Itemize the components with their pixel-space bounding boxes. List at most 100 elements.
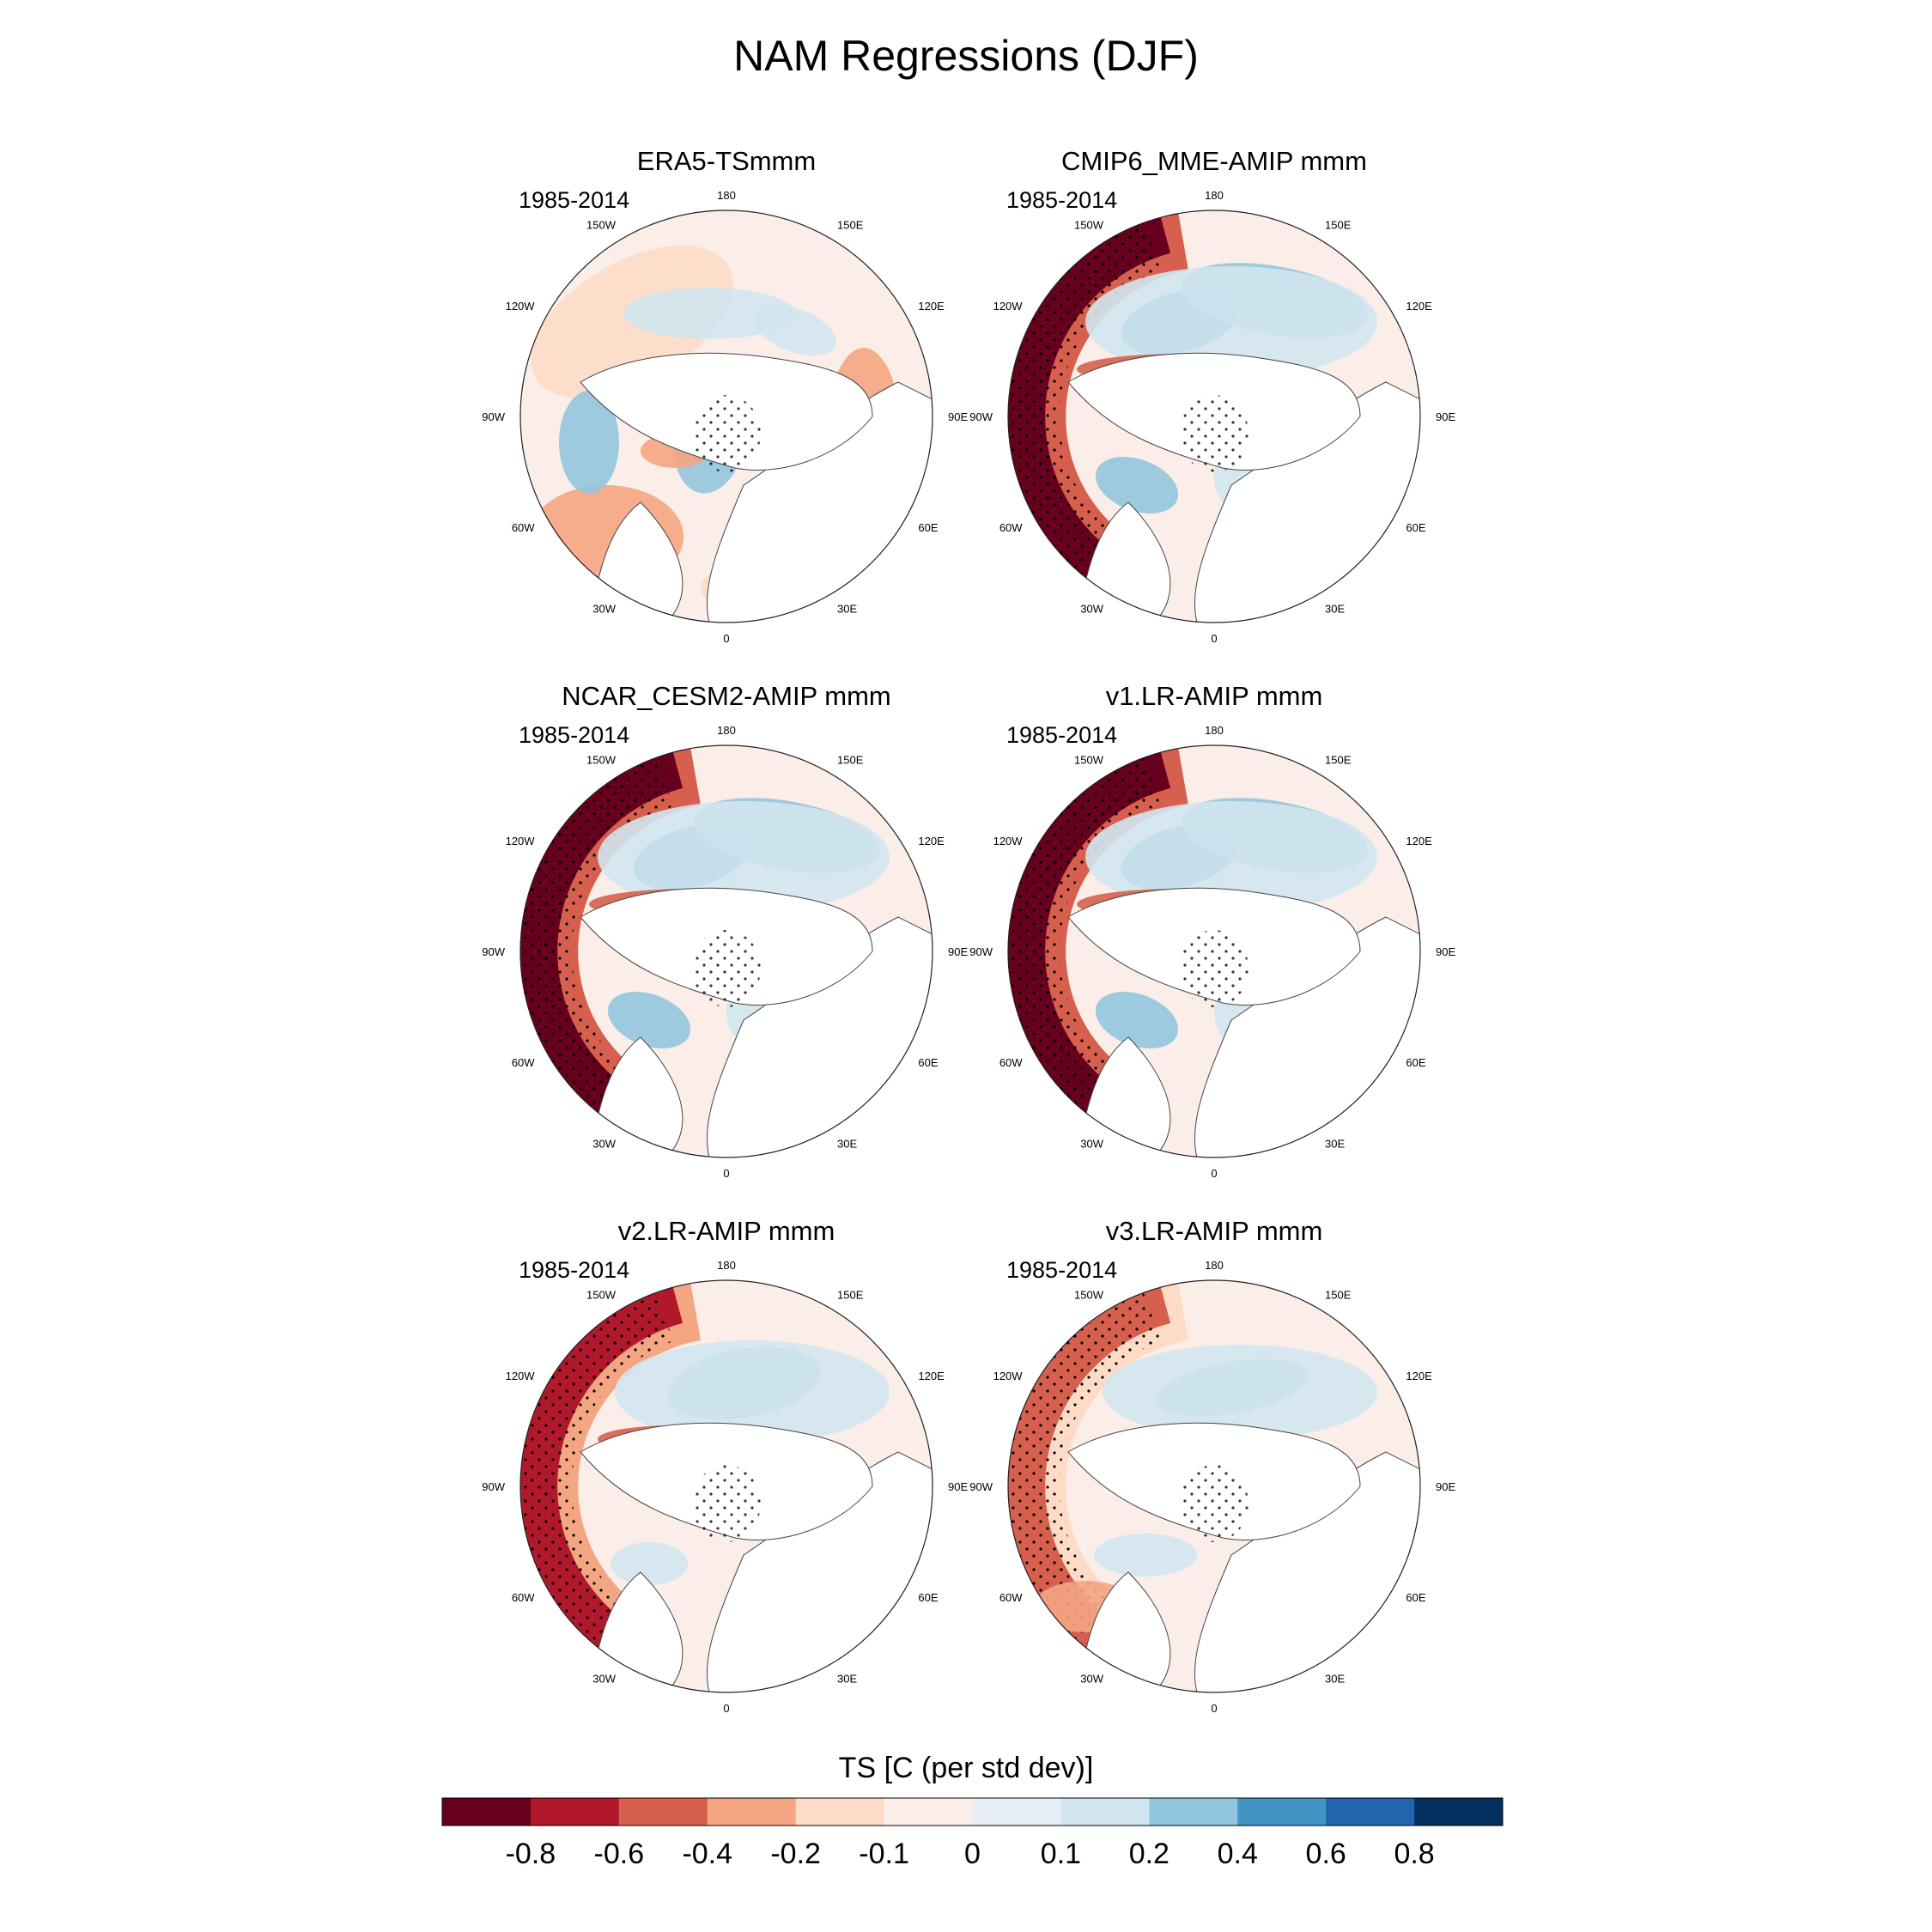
map-panel: NCAR_CESM2-AMIP mmm 1985-2014 180 150E 120E 9… xyxy=(482,681,968,1180)
map-outline xyxy=(1007,210,1421,623)
colorbar-box xyxy=(707,1798,797,1826)
longitude-label: 90W xyxy=(482,410,505,423)
longitude-label: 30W xyxy=(1080,602,1103,615)
colorbar-tick-label: 0.8 xyxy=(1394,1838,1434,1870)
greenland-stipple xyxy=(692,930,761,1007)
longitude-label: 60E xyxy=(1406,1591,1425,1604)
panel-title: v2.LR-AMIP mmm xyxy=(618,1216,835,1246)
longitude-label: 150W xyxy=(1074,1289,1104,1302)
longitude-label: 60W xyxy=(999,1591,1023,1604)
longitude-label: 0 xyxy=(723,1702,729,1715)
longitude-label: 30E xyxy=(837,1672,857,1685)
colorbar-tick-label: -0.6 xyxy=(594,1838,645,1870)
anomaly-region xyxy=(1094,1534,1197,1577)
colorbar-tick-label: 0.6 xyxy=(1306,1838,1346,1870)
colorbar-frame xyxy=(441,1797,1504,1826)
colorbar-title: TS [C (per std dev)] xyxy=(839,1752,1094,1784)
longitude-label: 90W xyxy=(482,945,505,958)
panel-title: v3.LR-AMIP mmm xyxy=(1106,1216,1323,1246)
significance-stipple xyxy=(520,1288,674,1648)
longitude-label: 120W xyxy=(506,835,536,848)
period-label: 1985-2014 xyxy=(519,1257,629,1283)
longitude-label: 90W xyxy=(969,945,993,958)
longitude-label: 120E xyxy=(918,1370,945,1382)
longitude-label: 180 xyxy=(1205,724,1224,737)
period-label: 1985-2014 xyxy=(1006,722,1117,748)
longitude-label: 90W xyxy=(969,410,993,423)
longitude-label: 60W xyxy=(512,521,535,534)
significance-stipple xyxy=(1008,1288,1162,1648)
longitude-label: 0 xyxy=(1211,1702,1217,1715)
longitude-label: 30E xyxy=(1325,1672,1345,1685)
anomaly-region xyxy=(1095,457,1179,513)
longitude-label: 30W xyxy=(592,602,616,615)
colorbar-ticks: -0.8 -0.6 -0.4 -0.2 -0.1 0 0.1 0.2 0.4 0.6 0.8 xyxy=(506,1838,1435,1870)
colorbar-box xyxy=(972,1798,1061,1826)
colorbar-boxes xyxy=(441,1797,1504,1826)
greenland-stipple xyxy=(692,395,761,472)
longitude-label: 120W xyxy=(993,1370,1024,1382)
greenland-stipple xyxy=(1180,930,1249,1007)
map-panel: CMIP6_MME-AMIP mmm 1985-2014 180 150E 120E 90… xyxy=(969,146,1455,645)
significance-stipple xyxy=(1008,218,1162,578)
longitude-label: 150W xyxy=(586,754,617,767)
longitude-label: 120W xyxy=(993,300,1024,313)
period-label: 1985-2014 xyxy=(519,187,629,213)
longitude-label: 150W xyxy=(1074,754,1104,767)
longitude-label: 150W xyxy=(586,219,617,232)
colorbar-tick-label: -0.1 xyxy=(859,1838,909,1870)
longitude-label: 60E xyxy=(1406,521,1425,534)
longitude-label: 120W xyxy=(506,1370,536,1382)
longitude-label: 150E xyxy=(837,219,864,232)
colorbar-box xyxy=(1237,1798,1327,1826)
greenland-stipple xyxy=(692,1465,761,1542)
period-label: 1985-2014 xyxy=(1006,187,1117,213)
longitude-label: 180 xyxy=(717,189,736,202)
longitude-label: 0 xyxy=(1211,632,1217,645)
longitude-label: 0 xyxy=(723,1167,729,1180)
colorbar-box xyxy=(1414,1798,1504,1826)
longitude-label: 0 xyxy=(723,632,729,645)
longitude-label: 120E xyxy=(918,835,945,848)
longitude-label: 120E xyxy=(918,300,945,313)
longitude-label: 120E xyxy=(1406,1370,1432,1382)
longitude-label: 180 xyxy=(1205,189,1224,202)
longitude-label: 30W xyxy=(1080,1137,1103,1150)
longitude-label: 90E xyxy=(948,945,968,958)
anomaly-region xyxy=(1085,801,1377,913)
panel-title: NCAR_CESM2-AMIP mmm xyxy=(562,681,891,711)
colorbar-box xyxy=(884,1798,973,1826)
map-field xyxy=(520,745,933,1157)
anomaly-region xyxy=(607,992,691,1048)
colorbar-box xyxy=(1060,1798,1150,1826)
longitude-label: 30W xyxy=(592,1137,616,1150)
longitude-label: 120W xyxy=(506,300,536,313)
longitude-label: 30E xyxy=(837,1137,857,1150)
anomaly-region xyxy=(1103,1345,1377,1439)
longitude-label: 60W xyxy=(999,521,1023,534)
period-label: 1985-2014 xyxy=(519,722,629,748)
panel-title: v1.LR-AMIP mmm xyxy=(1106,681,1323,711)
colorbar-box xyxy=(1149,1798,1238,1826)
longitude-label: 60E xyxy=(918,521,938,534)
longitude-label: 180 xyxy=(717,724,736,737)
colorbar: TS [C (per std dev)] -0.8 -0.6 -0.4 -0.2 -0.… xyxy=(441,1752,1504,1870)
map-panel: v2.LR-AMIP mmm 1985-2014 180 150E 120E 90E 60E… xyxy=(482,1216,968,1715)
longitude-label: 30E xyxy=(1325,602,1345,615)
anomaly-region xyxy=(598,801,890,913)
longitude-label: 60W xyxy=(999,1056,1023,1069)
map-field xyxy=(520,210,933,623)
colorbar-box xyxy=(1326,1798,1415,1826)
longitude-label: 30E xyxy=(1325,1137,1345,1150)
longitude-label: 30W xyxy=(1080,1672,1103,1685)
longitude-label: 90W xyxy=(482,1480,505,1493)
longitude-label: 0 xyxy=(1211,1167,1217,1180)
map-outline xyxy=(519,210,933,623)
colorbar-box xyxy=(530,1798,620,1826)
greenland-stipple xyxy=(1180,1465,1249,1542)
colorbar-tick-label: 0.2 xyxy=(1129,1838,1170,1870)
longitude-label: 150W xyxy=(586,1289,617,1302)
longitude-label: 180 xyxy=(1205,1259,1224,1272)
longitude-label: 60W xyxy=(512,1591,535,1604)
longitude-label: 90E xyxy=(1436,945,1455,958)
